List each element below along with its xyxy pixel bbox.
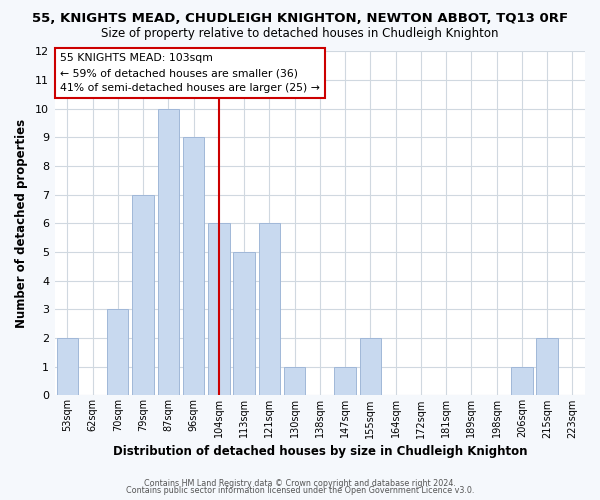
Bar xyxy=(158,109,179,396)
Text: Contains public sector information licensed under the Open Government Licence v3: Contains public sector information licen… xyxy=(126,486,474,495)
Bar xyxy=(536,338,558,396)
Bar xyxy=(107,310,128,396)
Bar xyxy=(511,366,533,396)
X-axis label: Distribution of detached houses by size in Chudleigh Knighton: Distribution of detached houses by size … xyxy=(113,444,527,458)
Bar xyxy=(359,338,381,396)
Bar xyxy=(56,338,78,396)
Text: Contains HM Land Registry data © Crown copyright and database right 2024.: Contains HM Land Registry data © Crown c… xyxy=(144,478,456,488)
Bar xyxy=(284,366,305,396)
Bar xyxy=(183,138,204,396)
Text: 55, KNIGHTS MEAD, CHUDLEIGH KNIGHTON, NEWTON ABBOT, TQ13 0RF: 55, KNIGHTS MEAD, CHUDLEIGH KNIGHTON, NE… xyxy=(32,12,568,26)
Text: 55 KNIGHTS MEAD: 103sqm
← 59% of detached houses are smaller (36)
41% of semi-de: 55 KNIGHTS MEAD: 103sqm ← 59% of detache… xyxy=(60,53,320,93)
Y-axis label: Number of detached properties: Number of detached properties xyxy=(15,119,28,328)
Bar xyxy=(334,366,356,396)
Text: Size of property relative to detached houses in Chudleigh Knighton: Size of property relative to detached ho… xyxy=(101,28,499,40)
Bar xyxy=(259,224,280,396)
Bar xyxy=(233,252,255,396)
Bar xyxy=(208,224,230,396)
Bar xyxy=(132,195,154,396)
